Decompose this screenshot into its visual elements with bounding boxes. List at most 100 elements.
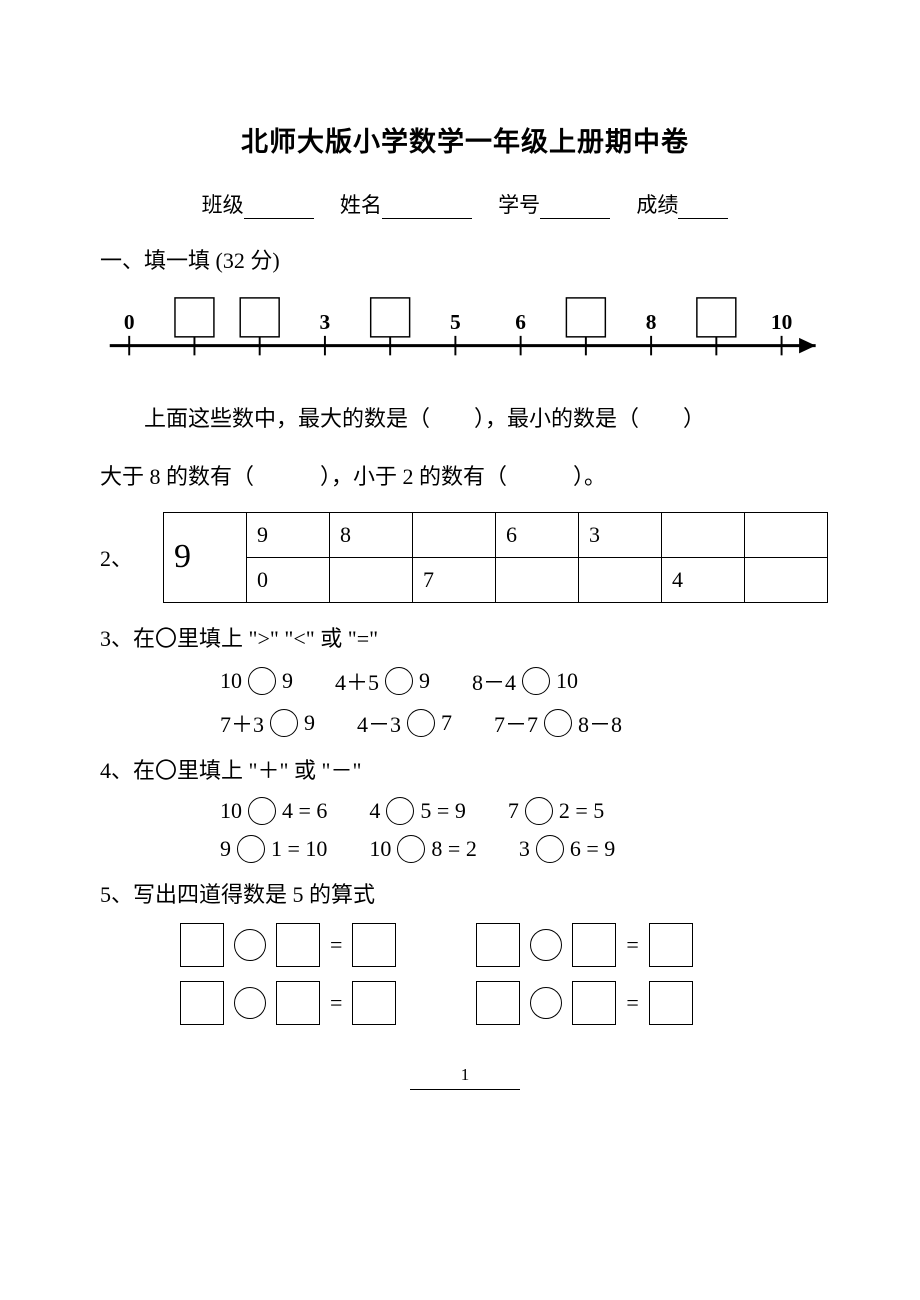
q2-label: 2、 (100, 541, 133, 573)
numline-box-1[interactable] (175, 298, 214, 337)
q4-circle[interactable] (248, 797, 276, 825)
q2-r1c6[interactable] (662, 512, 745, 557)
q3-row-2: 7＋39 4－37 7－78－8 (220, 707, 830, 739)
page-number: 1 (100, 1065, 830, 1085)
q2-r1c3[interactable] (413, 512, 496, 557)
q3-r1-a2: 4＋5 (335, 665, 379, 697)
q5-circle[interactable] (530, 987, 562, 1019)
q5-box[interactable] (276, 923, 320, 967)
q3-r1-b1: 9 (282, 668, 293, 694)
q4-r1-b3: 2 = 5 (559, 798, 604, 824)
q5-box[interactable] (352, 923, 396, 967)
q2-r2c5[interactable] (579, 557, 662, 602)
q2-r1c4[interactable]: 6 (496, 512, 579, 557)
q4-r2-a3: 3 (519, 836, 530, 862)
q5-box[interactable] (352, 981, 396, 1025)
name-blank[interactable] (382, 195, 472, 219)
q2-table: 9 9 8 6 3 0 7 4 (163, 512, 828, 603)
q5-box[interactable] (476, 981, 520, 1025)
q5-box[interactable] (649, 981, 693, 1025)
q4-circle[interactable] (397, 835, 425, 863)
q4-r2-b3: 6 = 9 (570, 836, 615, 862)
q4-circle[interactable] (386, 797, 414, 825)
q2-r1c2[interactable]: 8 (330, 512, 413, 557)
q4-row-2: 91 = 10 108 = 2 36 = 9 (220, 835, 830, 863)
q2-r2c3[interactable]: 7 (413, 557, 496, 602)
q1-text-2: 大于 8 的数有（ ），小于 2 的数有（ ）。 (100, 453, 830, 501)
q2-r1c1[interactable]: 9 (247, 512, 330, 557)
q5-box[interactable] (476, 923, 520, 967)
q2-r2c4[interactable] (496, 557, 579, 602)
numline-box-2[interactable] (240, 298, 279, 337)
q2-r1c5[interactable]: 3 (579, 512, 662, 557)
score-blank[interactable] (678, 195, 728, 219)
page-title: 北师大版小学数学一年级上册期中卷 (100, 120, 830, 159)
q3-circle[interactable] (385, 667, 413, 695)
q5-eq-4: = (476, 981, 692, 1025)
q2-r2c7[interactable] (745, 557, 828, 602)
q3-r1-b2: 9 (419, 668, 430, 694)
q1-text-1: 上面这些数中，最大的数是（ ），最小的数是（ ） (100, 395, 830, 443)
numline-box-7[interactable] (566, 298, 605, 337)
q5-circle[interactable] (234, 929, 266, 961)
q2-row: 2、 9 9 8 6 3 0 7 4 (100, 512, 830, 603)
numline-box-9[interactable] (697, 298, 736, 337)
q3-circle[interactable] (407, 709, 435, 737)
q3-heading: 3、在〇里填上 ">" "<" 或 "=" (100, 621, 830, 653)
equals-sign: = (330, 990, 342, 1016)
q5-circle[interactable] (234, 987, 266, 1019)
q3-circle[interactable] (544, 709, 572, 737)
q4-r2-b2: 8 = 2 (431, 836, 476, 862)
q5-eq-2: = (476, 923, 692, 967)
q2-r1c7[interactable] (745, 512, 828, 557)
q3-r2-a1: 7＋3 (220, 707, 264, 739)
numline-label-0: 0 (124, 310, 135, 334)
q5-row-1: = = (180, 923, 830, 967)
q5-circle[interactable] (530, 929, 562, 961)
id-label: 学号 (498, 193, 540, 217)
q4-circle[interactable] (237, 835, 265, 863)
name-label: 姓名 (340, 193, 382, 217)
student-info-line: 班级 姓名 学号 成绩 (100, 189, 830, 219)
q3-r2-b3: 8－8 (578, 707, 622, 739)
numline-box-4[interactable] (371, 298, 410, 337)
q2-big-cell: 9 (164, 512, 247, 602)
q2-r2c6[interactable]: 4 (662, 557, 745, 602)
numline-label-10: 10 (771, 310, 792, 334)
numline-label-8: 8 (646, 310, 657, 334)
q4-r1-a2: 4 (369, 798, 380, 824)
numline-label-6: 6 (515, 310, 526, 334)
q3-circle[interactable] (270, 709, 298, 737)
q5-eq-3: = (180, 981, 396, 1025)
q5-row-2: = = (180, 981, 830, 1025)
q5-box[interactable] (572, 923, 616, 967)
q4-circle[interactable] (525, 797, 553, 825)
q4-circle[interactable] (536, 835, 564, 863)
q4-r2-b1: 1 = 10 (271, 836, 327, 862)
q5-box[interactable] (572, 981, 616, 1025)
q3-circle[interactable] (248, 667, 276, 695)
q5-box[interactable] (180, 981, 224, 1025)
q5-box[interactable] (276, 981, 320, 1025)
q4-r1-a3: 7 (508, 798, 519, 824)
equals-sign: = (330, 932, 342, 958)
q3-r1-b3: 10 (556, 668, 578, 694)
q3-r2-b2: 7 (441, 710, 452, 736)
q4-row-1: 104 = 6 45 = 9 72 = 5 (220, 797, 830, 825)
number-line-svg: 0 3 5 6 8 10 (100, 291, 840, 371)
q2-r2c1[interactable]: 0 (247, 557, 330, 602)
id-blank[interactable] (540, 195, 610, 219)
number-line-figure: 0 3 5 6 8 10 (100, 291, 830, 377)
q2-r2c2[interactable] (330, 557, 413, 602)
class-blank[interactable] (244, 195, 314, 219)
q3-circle[interactable] (522, 667, 550, 695)
q4-r1-b2: 5 = 9 (420, 798, 465, 824)
q3-r2-b1: 9 (304, 710, 315, 736)
q4-r1-a1: 10 (220, 798, 242, 824)
equals-sign: = (626, 932, 638, 958)
q3-r2-a3: 7－7 (494, 707, 538, 739)
numline-label-3: 3 (320, 310, 331, 334)
score-label: 成绩 (636, 193, 678, 217)
q5-box[interactable] (180, 923, 224, 967)
q5-box[interactable] (649, 923, 693, 967)
